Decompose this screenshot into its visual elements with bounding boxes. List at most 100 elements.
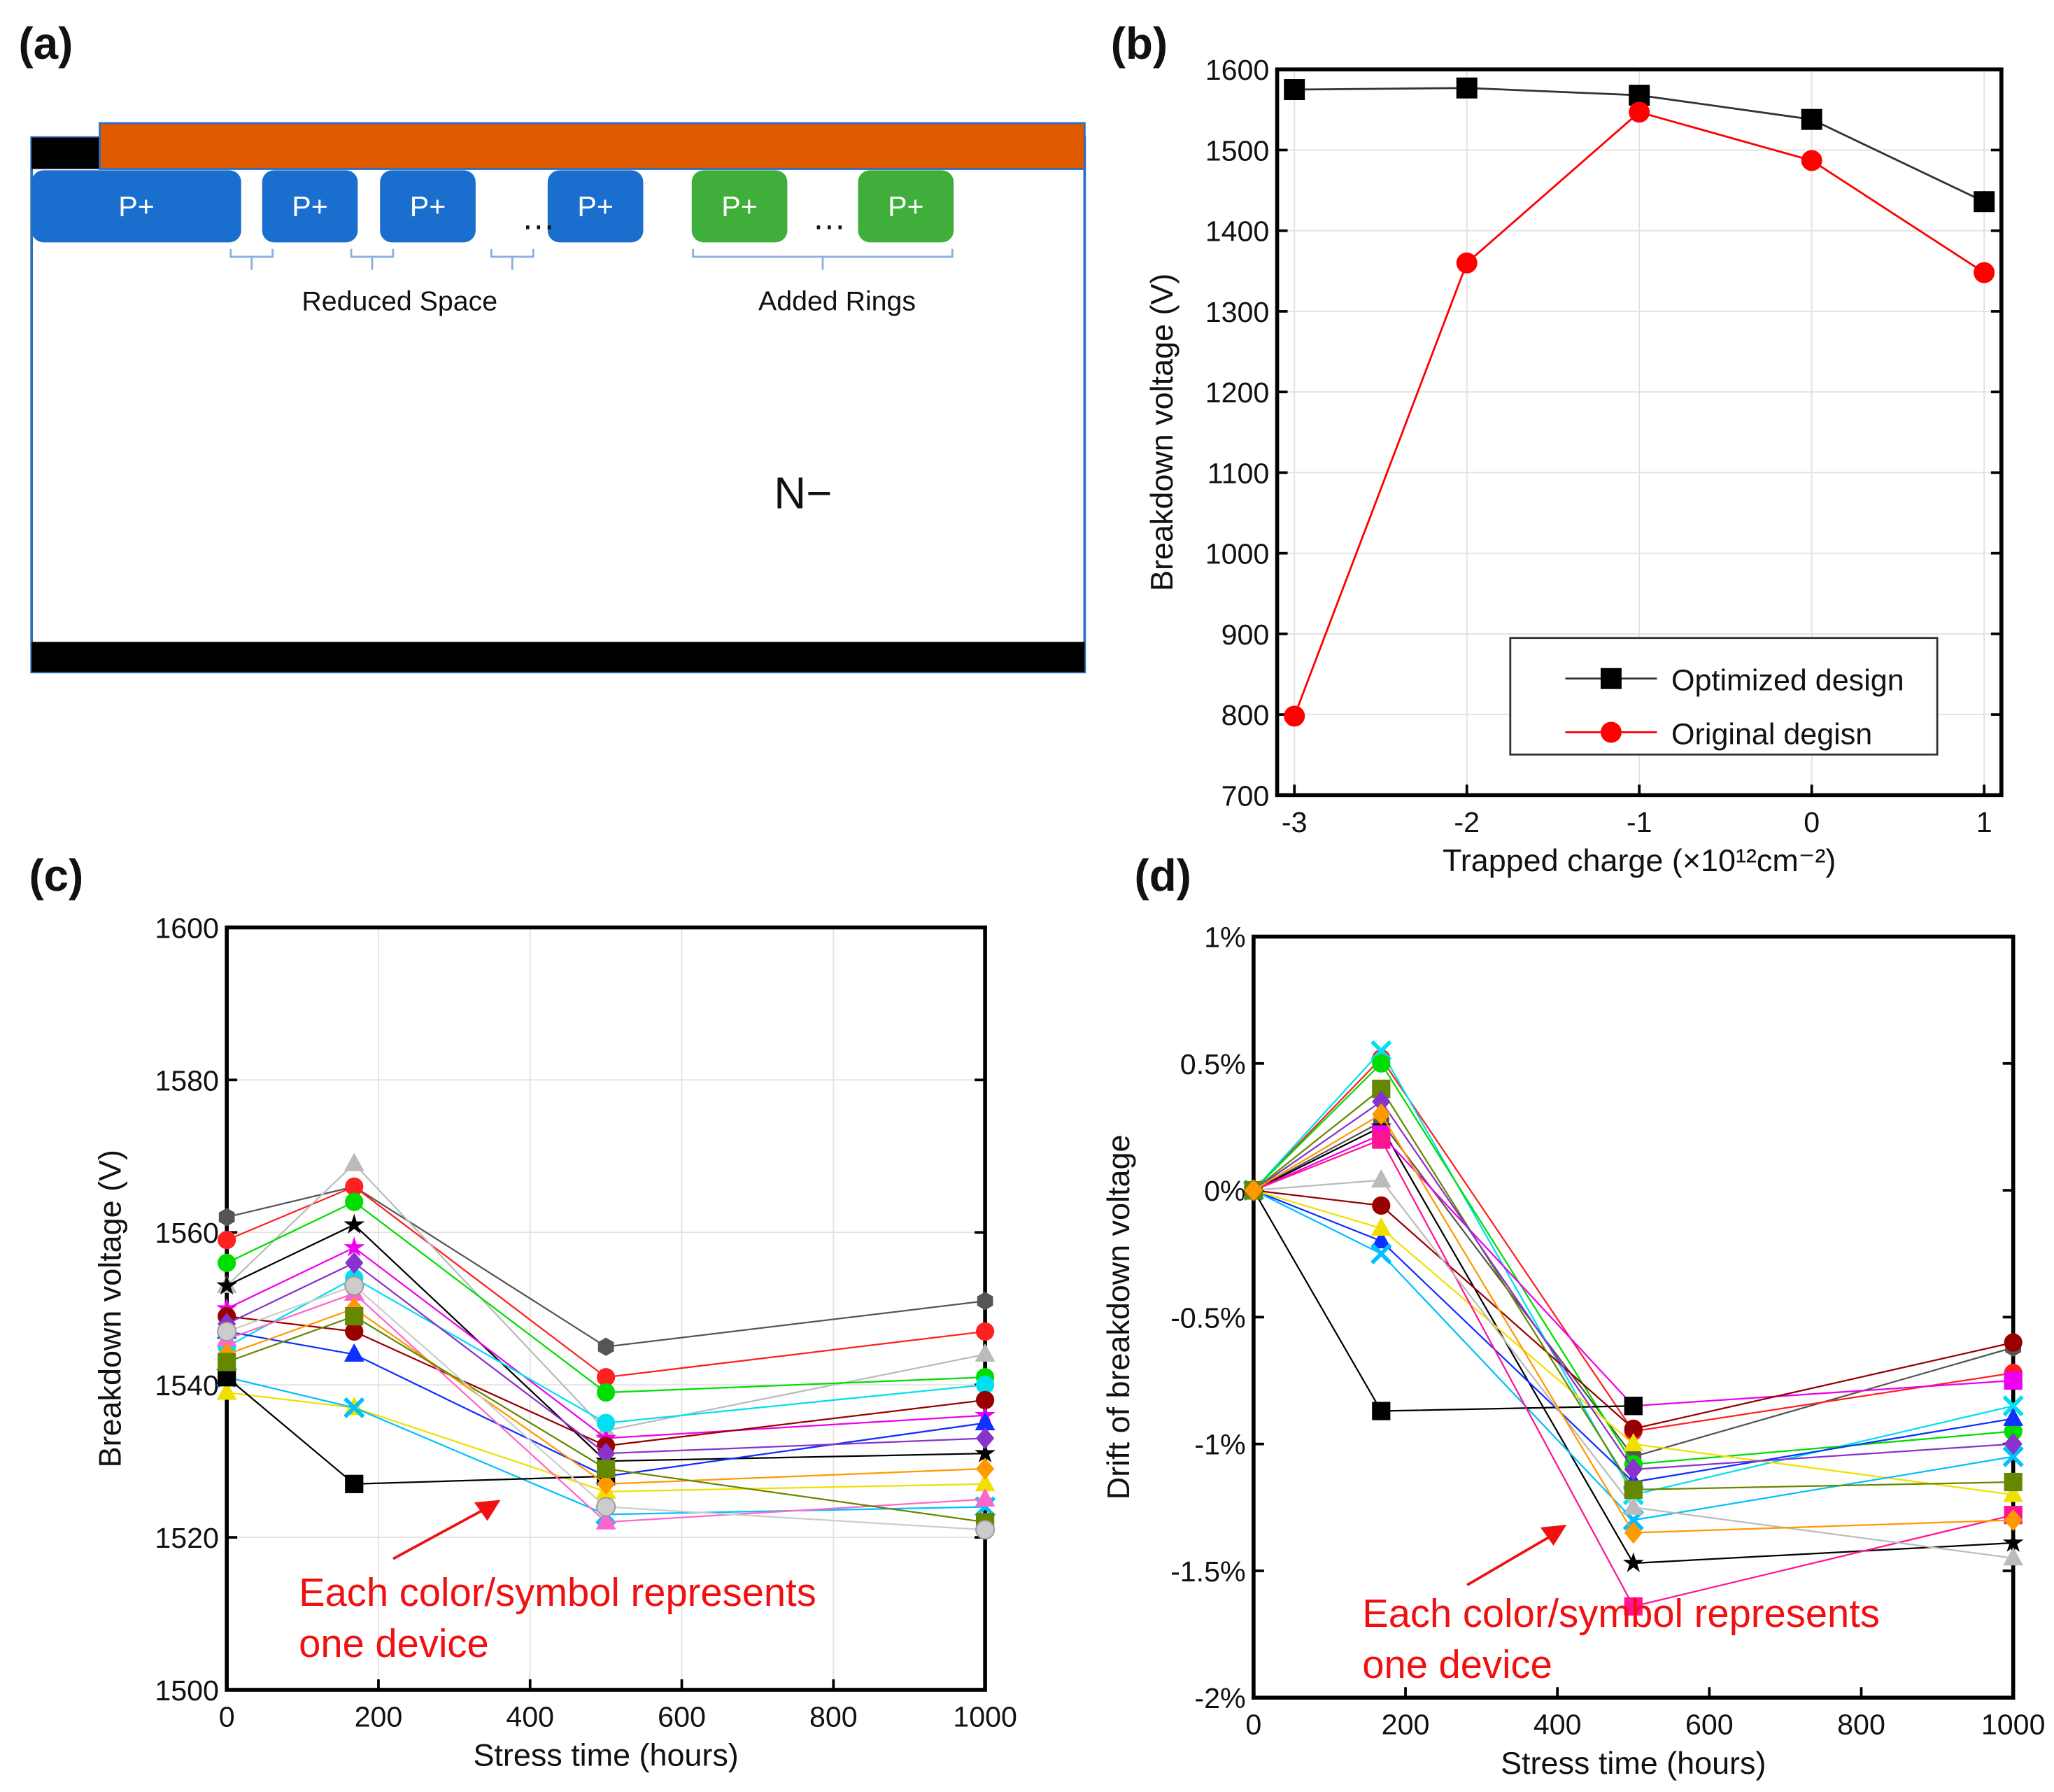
x-tick-label: 200	[355, 1700, 403, 1733]
y-tick-label: 0%	[1204, 1175, 1246, 1207]
data-point	[216, 1274, 238, 1295]
data-point	[1629, 101, 1650, 123]
data-point	[975, 1458, 995, 1480]
y-tick-label: 1580	[155, 1064, 219, 1096]
annotation-d: Each color/symbol represents one device	[1362, 1525, 1880, 1686]
y-tick-label: 1300	[1205, 296, 1270, 328]
data-point	[218, 1208, 235, 1227]
data-point	[1624, 1521, 1643, 1544]
y-tick-label: 1000	[1205, 538, 1270, 570]
added-rings-label: Added Rings	[758, 286, 916, 317]
data-point	[975, 1376, 995, 1395]
data-point	[216, 1381, 237, 1400]
y-tick-label: 900	[1221, 619, 1270, 651]
data-point	[975, 1473, 996, 1492]
ellipsis-1: …	[521, 199, 555, 237]
legend-marker	[1600, 721, 1622, 743]
note-c-line2: one device	[299, 1621, 489, 1665]
series-line	[226, 1285, 986, 1531]
arrow-head-c	[474, 1500, 501, 1521]
series-line	[1253, 1133, 2013, 1407]
field-plate-metal	[99, 122, 1086, 170]
data-point	[2002, 1446, 2024, 1467]
data-point	[345, 1306, 364, 1326]
data-point	[977, 1292, 993, 1311]
n-minus-label: N−	[774, 468, 832, 518]
data-point	[344, 1276, 364, 1296]
y-tick-label: -2%	[1194, 1682, 1245, 1714]
data-point	[218, 1231, 236, 1250]
data-point	[218, 1253, 236, 1272]
p-plus-label-4: P+	[577, 190, 614, 223]
y-tick-label: 1400	[1205, 216, 1270, 248]
x-tick-label: 1000	[953, 1700, 1017, 1733]
data-point	[2003, 1547, 2024, 1566]
data-point	[218, 1353, 236, 1371]
x-tick-label: 0	[1245, 1709, 1261, 1741]
series-line	[226, 1246, 986, 1439]
x-tick-label: 1	[1976, 806, 1992, 838]
x-tick-label: -1	[1627, 806, 1652, 838]
data-point	[2004, 1333, 2023, 1352]
data-point	[2004, 1509, 2023, 1532]
data-point	[1624, 1397, 1643, 1416]
p-plus-region-1	[31, 170, 241, 243]
series-device-2	[1244, 1049, 2023, 1441]
p-plus-region-6	[858, 170, 954, 243]
p-plus-region-2	[262, 170, 358, 243]
data-point	[975, 1343, 996, 1362]
data-point	[975, 1427, 995, 1450]
series-device-17	[217, 1276, 996, 1540]
data-point	[597, 1459, 616, 1479]
x-axis-label: Trapped charge (×10¹²cm⁻²)	[1443, 842, 1836, 878]
chart-c: 0 200 400 600 800 1000 1500 1520 1540 1560 1580 160…	[92, 912, 1017, 1772]
data-point	[2002, 1532, 2024, 1552]
p-plus-label-1: P+	[118, 190, 155, 223]
y-tick-label: 0.5%	[1180, 1048, 1246, 1080]
y-tick-label: -1.5%	[1170, 1555, 1246, 1588]
series-device-2	[218, 1177, 995, 1387]
data-point	[597, 1368, 616, 1387]
data-point	[1974, 262, 1995, 283]
data-point	[1801, 108, 1822, 130]
y-tick-label: 1600	[1205, 54, 1270, 86]
note-d-line2: one device	[1362, 1642, 1552, 1686]
reduced-space-label: Reduced Space	[302, 286, 497, 317]
x-tick-label: 0	[219, 1700, 235, 1733]
data-point	[345, 1252, 364, 1274]
data-point	[343, 1213, 365, 1234]
series-device-6	[1244, 1125, 2023, 1416]
data-point	[975, 1411, 996, 1431]
legend-marker	[1600, 668, 1622, 689]
series-line	[1253, 1057, 2013, 1432]
data-point	[975, 1488, 996, 1507]
data-point	[597, 1442, 616, 1465]
series-line	[226, 1376, 607, 1485]
panel-c-label: (c)	[29, 851, 83, 901]
data-point	[343, 1152, 364, 1171]
data-point	[975, 1390, 995, 1410]
data-point	[1370, 1169, 1391, 1188]
ellipsis-2: …	[812, 199, 847, 237]
y-tick-label: 1500	[1205, 134, 1270, 167]
data-point	[1370, 1229, 1391, 1249]
data-point	[595, 1511, 616, 1530]
series-line	[1253, 1062, 2013, 1465]
data-point	[1456, 77, 1478, 99]
y-tick-label: 1600	[155, 912, 219, 944]
data-point	[2003, 1483, 2024, 1502]
legend-label: Original degisn	[1671, 717, 1872, 751]
panel-a-diagram: (a) P+ P+ P+ P+ P+ P+ … … Reduced Space Added…	[19, 19, 1086, 674]
x-tick-label: 600	[1685, 1709, 1734, 1741]
x-tick-label: 800	[809, 1700, 858, 1733]
series-line	[226, 1330, 986, 1478]
series-line	[1253, 1190, 2013, 1483]
annotation-c: Each color/symbol represents one device	[299, 1500, 816, 1665]
y-tick-label: 1200	[1205, 376, 1270, 409]
note-c-line1: Each color/symbol represents	[299, 1570, 816, 1614]
x-tick-label: 200	[1382, 1709, 1430, 1741]
y-tick-label: -1%	[1194, 1429, 1245, 1461]
x-tick-label: 800	[1837, 1709, 1885, 1741]
x-axis-label: Stress time (hours)	[473, 1737, 738, 1773]
panel-a-label: (a)	[19, 19, 73, 69]
